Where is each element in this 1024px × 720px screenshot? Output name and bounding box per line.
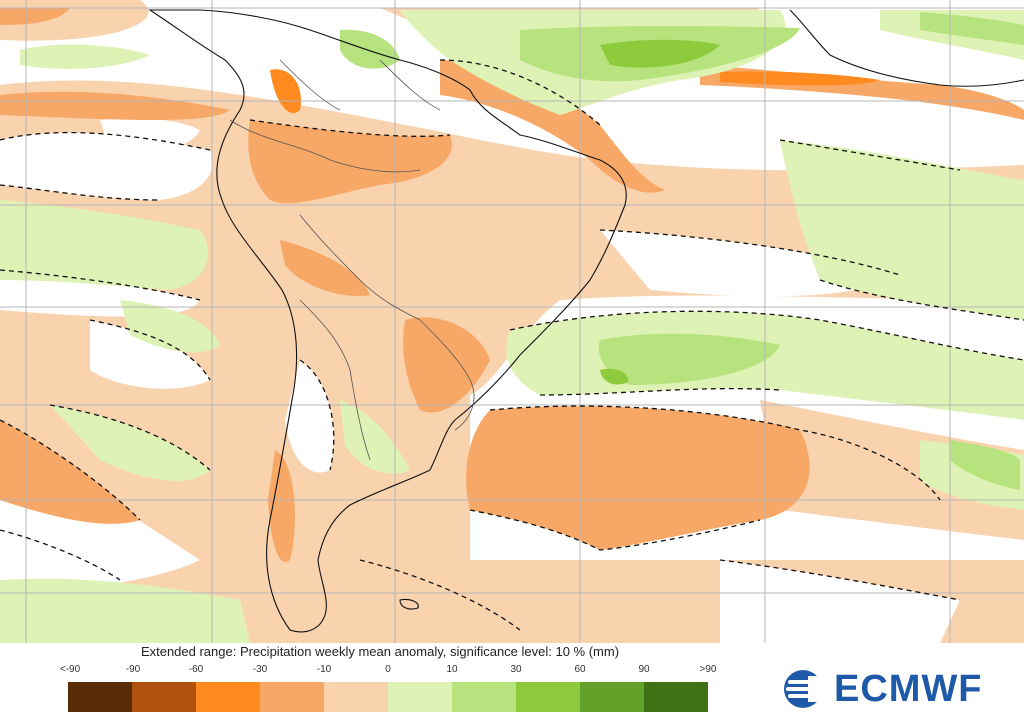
legend-tick: 90 [638, 664, 650, 675]
legend-tick: -60 [188, 664, 204, 675]
legend-swatch [260, 682, 324, 712]
legend-tick: <-90 [59, 664, 81, 675]
significance-contours [0, 59, 1024, 631]
map-caption: Extended range: Precipitation weekly mea… [140, 644, 620, 659]
legend-tick: 0 [385, 664, 391, 675]
country-borders [229, 59, 475, 461]
ecmwf-logo: ECMWF [778, 668, 1020, 710]
legend-tick: 30 [510, 664, 522, 675]
legend-tick: 10 [446, 664, 458, 675]
anomaly-moderate-negative [0, 8, 1024, 562]
anomaly-light-negative [0, 0, 1024, 643]
anomaly-strong-positive [600, 39, 720, 385]
anomaly-near-zero [0, 90, 1024, 643]
legend-tick: >90 [699, 664, 717, 675]
legend-swatch [516, 682, 580, 712]
legend-swatch [644, 682, 708, 712]
legend-tick: 60 [574, 664, 586, 675]
legend-tick: -90 [125, 664, 141, 675]
legend-tick: -30 [252, 664, 268, 675]
color-legend: <-90 -90 -60 -30 -10 0 10 30 60 90 >90 [0, 664, 760, 720]
legend-swatch [132, 682, 196, 712]
legend-swatch [580, 682, 644, 712]
anomaly-strong-negative [270, 69, 880, 114]
west-africa-coast [789, 9, 1024, 87]
coastlines [148, 9, 627, 633]
legend-tick: -10 [316, 664, 332, 675]
legend-swatch [324, 682, 388, 712]
legend-swatch [452, 682, 516, 712]
ecmwf-wordmark: ECMWF [834, 668, 983, 710]
legend-swatch [68, 682, 132, 712]
precipitation-anomaly-map [0, 0, 1024, 643]
legend-swatch [196, 682, 260, 712]
legend-swatch [388, 682, 452, 712]
lat-lon-grid [0, 0, 1024, 643]
ecmwf-emblem-icon [784, 670, 828, 708]
